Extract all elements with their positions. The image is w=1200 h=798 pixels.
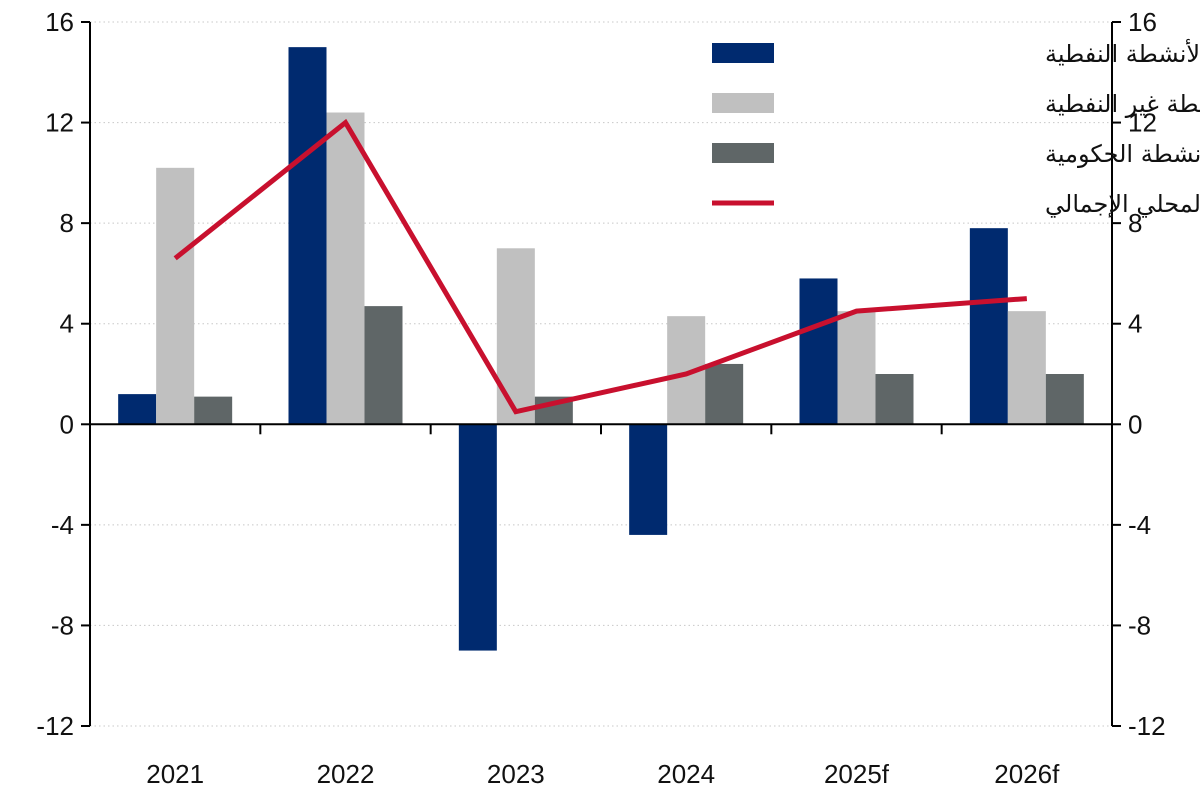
bars [118,47,1084,651]
right-tick-label: 12 [1128,108,1157,138]
right-y-ticks: 16 12 8 4 0 -4 -8 -12 [1112,7,1166,741]
left-tick-label: -4 [51,510,74,540]
left-tick-label: 8 [60,208,74,238]
right-tick-label: 16 [1128,7,1157,37]
x-tick-label: 2025f [824,759,890,789]
bar-2022-series-1 [288,47,327,425]
right-tick-label: -8 [1128,610,1151,640]
left-tick-label: 0 [60,409,74,439]
left-tick-label: 12 [45,108,74,138]
x-tick-label: 2023 [487,759,545,789]
bar-2023-series-1 [458,424,497,651]
axes [89,22,1113,726]
left-tick-label: -12 [36,711,74,741]
bar-2024-series-3 [705,363,744,425]
bar-2021-series-1 [118,394,157,425]
bar-2022-series-2 [326,112,365,425]
bar-2021-series-3 [194,396,233,425]
x-tick-label: 2026f [994,759,1060,789]
left-y-ticks: 16 12 8 4 0 -4 -8 -12 [36,7,90,741]
legend-label: الأنشطة النفطية [1045,39,1200,68]
right-tick-label: 8 [1128,208,1142,238]
gdp-line-group [173,118,1028,415]
gridlines [90,21,1112,727]
right-tick-label: 4 [1128,309,1142,339]
right-tick-label: 0 [1128,409,1142,439]
legend-label: الأنشطة الحكومية [1045,139,1200,168]
bar-2025f-series-2 [837,311,876,425]
bar-2021-series-2 [156,167,195,425]
bar-2026f-series-3 [1045,374,1084,425]
bar-2025f-series-3 [875,374,914,425]
left-tick-label: -8 [51,610,74,640]
bar-2026f-series-2 [1007,311,1046,425]
x-tick-label: 2021 [146,759,204,789]
bar-2026f-series-1 [969,228,1008,425]
bar-2022-series-3 [364,306,403,425]
right-tick-label: -12 [1128,711,1166,741]
legend-swatch [712,143,774,163]
legend: الأنشطة النفطية الأنشطة غير النفطية الأنشط… [712,39,1200,218]
left-tick-label: 16 [45,7,74,37]
legend-swatch [712,43,774,63]
legend-label: الأنشطة غير النفطية [1045,89,1200,118]
bar-2024-series-1 [629,424,668,535]
legend-label: الناتج المحلي الإجمالي [1045,190,1200,218]
bar-2023-series-2 [496,248,535,425]
x-tick-label: 2022 [317,759,375,789]
legend-swatch [712,93,774,113]
x-ticks: 2021 2022 2023 2024 2025f 2026f [146,759,1060,789]
right-tick-label: -4 [1128,510,1151,540]
left-tick-label: 4 [60,309,74,339]
x-tick-label: 2024 [657,759,715,789]
gdp-line [173,118,1028,415]
bar-2025f-series-1 [799,278,838,425]
